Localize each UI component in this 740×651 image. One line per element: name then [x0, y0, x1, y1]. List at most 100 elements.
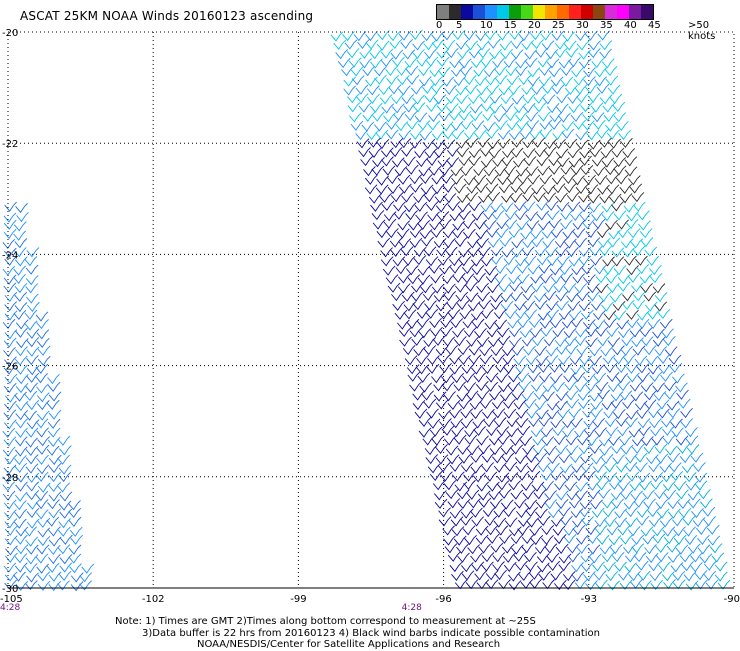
wind-barb: [622, 399, 635, 410]
wind-barb: [534, 452, 548, 463]
wind-barb: [629, 327, 643, 338]
wind-barb: [532, 336, 545, 347]
wind-barb: [599, 193, 613, 204]
wind-barb: [472, 418, 486, 429]
wind-barb: [481, 452, 495, 463]
wind-barb: [553, 282, 567, 293]
wind-barb: [543, 290, 557, 301]
legend-swatch-17: [641, 5, 653, 19]
wind-barb: [525, 166, 539, 177]
wind-barb: [364, 184, 378, 195]
wind-barb: [467, 301, 481, 312]
wind-barb: [25, 536, 39, 547]
wind-barb: [391, 103, 405, 114]
wind-barb: [489, 445, 503, 456]
wind-barb: [492, 354, 505, 365]
wind-barb: [435, 454, 449, 465]
wind-barb: [636, 363, 650, 374]
wind-barb: [631, 443, 645, 454]
legend-swatch-8: [533, 5, 545, 19]
wind-barb: [589, 346, 602, 357]
wind-barb: [529, 569, 542, 580]
wind-barb: [390, 192, 404, 203]
wind-barb: [501, 192, 514, 203]
wind-barb: [534, 346, 548, 357]
wind-barb: [535, 498, 549, 509]
wind-barb: [418, 328, 432, 339]
wind-barb: [46, 562, 60, 573]
wind-barb: [673, 534, 687, 545]
wind-barb: [599, 48, 612, 59]
wind-barb: [563, 328, 577, 339]
wind-barb: [657, 308, 671, 320]
wind-barb: [397, 174, 411, 185]
wind-barb: [494, 273, 508, 284]
wind-barb: [355, 84, 369, 95]
wind-barb: [426, 363, 440, 374]
lat-label-0: -20: [2, 28, 18, 39]
wind-barb: [499, 40, 513, 51]
wind-barb: [432, 335, 446, 346]
wind-barb: [546, 309, 560, 320]
wind-barb: [37, 482, 51, 493]
wind-barb: [570, 210, 583, 222]
wind-barb: [620, 534, 633, 545]
wind-barb: [371, 165, 385, 176]
wind-barb: [673, 480, 687, 491]
wind-barb: [15, 481, 28, 492]
wind-barbs: [2, 29, 731, 592]
wind-barb: [436, 211, 450, 222]
wind-barb: [2, 427, 16, 438]
wind-barb: [557, 408, 571, 419]
wind-barb: [603, 310, 617, 321]
wind-barb: [558, 355, 571, 366]
wind-barb: [433, 490, 447, 501]
wind-barb: [419, 229, 433, 240]
wind-barb: [450, 120, 464, 131]
wind-barb: [494, 263, 508, 274]
wind-barb: [594, 175, 608, 186]
wind-barb: [426, 200, 439, 212]
wind-barb: [580, 102, 593, 113]
wind-barb: [513, 157, 526, 168]
wind-barb: [402, 345, 416, 356]
wind-barb: [563, 533, 577, 544]
wind-barb: [454, 336, 467, 347]
wind-barb: [537, 562, 550, 573]
wind-barb: [484, 30, 498, 41]
wind-barb: [358, 102, 372, 113]
wind-barb: [516, 220, 530, 231]
wind-barb: [385, 274, 399, 285]
wind-barb: [13, 230, 26, 241]
legend-tick-0: 0: [436, 20, 443, 31]
wind-barb: [537, 515, 551, 526]
wind-barb: [24, 563, 38, 574]
wind-barb: [509, 281, 522, 292]
wind-barb: [35, 363, 49, 374]
wind-barb: [594, 76, 607, 87]
wind-barb: [510, 49, 524, 60]
wind-barb: [468, 354, 482, 365]
wind-barb: [15, 346, 28, 357]
wind-barb: [476, 282, 489, 293]
wind-barb: [460, 508, 474, 519]
wind-barb: [81, 563, 95, 574]
wind-barb: [365, 76, 378, 87]
wind-barb: [480, 201, 494, 212]
wind-barb: [70, 534, 84, 545]
wind-barb: [404, 355, 418, 366]
wind-barb: [535, 47, 549, 58]
wind-barb: [416, 157, 429, 168]
wind-barb: [3, 419, 17, 430]
wind-barb: [15, 472, 29, 483]
wind-barb: [541, 525, 555, 536]
wind-barb: [642, 534, 656, 545]
wind-barb: [364, 174, 378, 185]
wind-barb: [599, 544, 613, 555]
wind-barb: [613, 157, 627, 168]
wind-barb: [376, 139, 390, 150]
wind-barb: [615, 472, 628, 483]
wind-speed-legend: 0 5 10 15 20 25 30 35 40 45 >50 knots: [436, 4, 715, 42]
wind-barb: [443, 435, 457, 446]
lon-label-5: -90: [724, 594, 740, 605]
